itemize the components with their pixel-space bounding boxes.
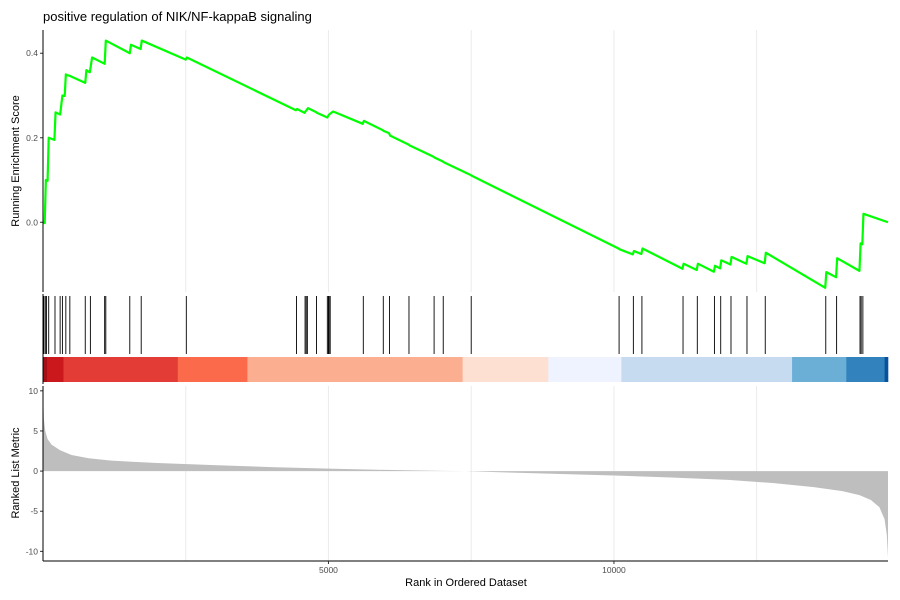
color-bar-segment xyxy=(63,357,179,382)
gene-hits-panel xyxy=(42,294,889,384)
enrichment-y-tick-label: 0.2 xyxy=(26,133,38,143)
enrichment-score-line xyxy=(42,39,889,289)
color-bar-segment xyxy=(792,357,847,382)
ranked-metric-area xyxy=(43,389,888,558)
enrichment-y-axis-title: Running Enrichment Score xyxy=(10,95,22,226)
metric-y-tick-label: 0 xyxy=(33,466,38,476)
enrichment-score-panel: 0.0 0.2 0.4 Running Enrichment Score xyxy=(10,30,889,292)
color-bar-segment xyxy=(884,357,889,382)
metric-y-axis-title: Ranked List Metric xyxy=(10,427,22,519)
enrichment-y-tick-label: 0.0 xyxy=(26,217,38,227)
gene-hit-lines xyxy=(43,296,864,354)
x-axis-ticks: 5000 10000 xyxy=(319,561,626,575)
x-axis-title: Rank in Ordered Dataset xyxy=(405,577,527,589)
color-bar-segment xyxy=(247,357,463,382)
enrichment-y-tick-label: 0.4 xyxy=(26,48,38,58)
metric-y-ticks: 10 5 0 -5 -10 xyxy=(26,386,43,556)
color-bar-segment xyxy=(46,357,64,382)
color-bar-segment xyxy=(548,357,622,382)
color-bar-segment xyxy=(462,357,549,382)
metric-y-tick-label: 5 xyxy=(33,426,38,436)
enrichment-y-ticks: 0.0 0.2 0.4 xyxy=(26,48,43,227)
color-bar-segment xyxy=(43,357,48,382)
color-bar-segment xyxy=(621,357,793,382)
ranked-metric-panel: 10 5 0 -5 -10 5000 10000 Ranked List Metric R… xyxy=(10,386,888,589)
grid-lines xyxy=(185,30,758,561)
rank-color-bar xyxy=(43,357,889,382)
x-tick-label: 5000 xyxy=(319,565,338,575)
x-tick-label: 10000 xyxy=(602,565,626,575)
color-bar-segment xyxy=(177,357,248,382)
metric-y-tick-label: 10 xyxy=(29,386,39,396)
metric-y-tick-label: -10 xyxy=(26,546,39,556)
color-bar-segment xyxy=(846,357,885,382)
metric-y-tick-label: -5 xyxy=(30,506,38,516)
chart-title: positive regulation of NIK/NF-kappaB sig… xyxy=(43,9,312,24)
